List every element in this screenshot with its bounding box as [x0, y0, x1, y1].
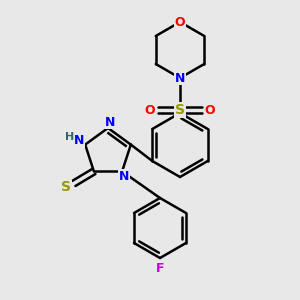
Text: F: F: [156, 262, 164, 275]
Text: N: N: [175, 71, 185, 85]
Text: O: O: [145, 103, 155, 116]
Text: S: S: [61, 180, 71, 194]
Text: O: O: [175, 16, 185, 28]
Text: N: N: [74, 134, 84, 147]
Text: N: N: [119, 170, 129, 183]
Text: O: O: [205, 103, 215, 116]
Text: S: S: [175, 103, 185, 117]
Text: H: H: [64, 132, 74, 142]
Text: N: N: [105, 116, 115, 128]
